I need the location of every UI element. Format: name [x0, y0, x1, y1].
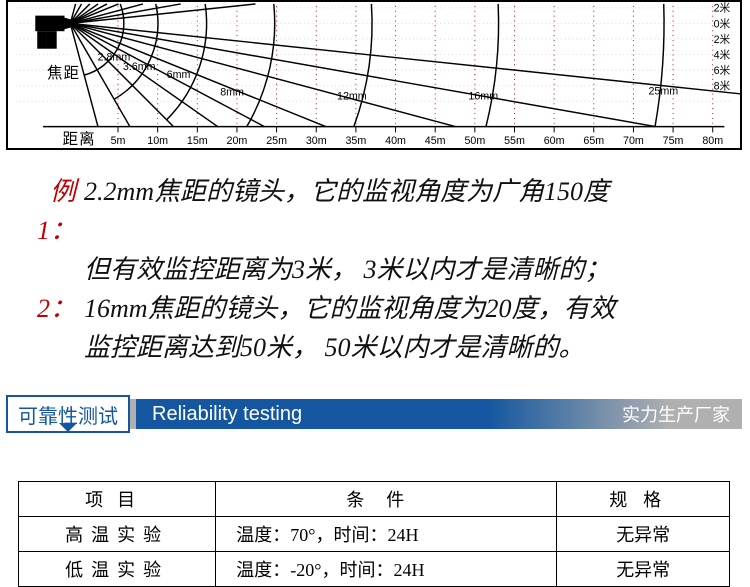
table-header-item: 项目 — [19, 482, 216, 517]
svg-text:20m: 20m — [227, 135, 248, 147]
svg-text:3.6mm: 3.6mm — [123, 61, 156, 73]
svg-text:4米: 4米 — [714, 48, 731, 61]
svg-text:40m: 40m — [385, 135, 406, 147]
example1-line-b: 但有效监控距离为3米， 3米以内才是清晰的； — [84, 250, 732, 289]
example2-label: 2： — [18, 289, 84, 328]
svg-text:5m: 5m — [111, 135, 126, 147]
table-cell-cond: 温度：70°，时间：24H — [216, 517, 557, 552]
example1-label: 例1： — [18, 172, 84, 250]
lens-diagram: 5m 10m 15m 20m 25m 30m 35m 40m 45m 50m 55m 60m 65m 70… — [6, 0, 742, 150]
svg-text:55m: 55m — [504, 135, 525, 147]
svg-text:16mm: 16mm — [468, 90, 498, 102]
table-cell-spec: 无异常 — [557, 552, 730, 587]
svg-text:距离: 距离 — [63, 130, 96, 148]
svg-text:0米: 0米 — [714, 17, 731, 30]
example2-line-b: 监控距离达到50米， 50米以内才是清晰的。 — [84, 328, 732, 367]
svg-text:80m: 80m — [702, 135, 723, 147]
example1-line-a: 2.2mm焦距的镜头，它的监视角度为广角150度 — [84, 172, 732, 250]
svg-text:15m: 15m — [187, 135, 208, 147]
svg-text:25m: 25m — [266, 135, 287, 147]
table-cell-spec: 无异常 — [557, 517, 730, 552]
table-cell-item: 低温实验 — [19, 552, 216, 587]
svg-text:2米: 2米 — [714, 33, 731, 46]
svg-text:75m: 75m — [663, 135, 684, 147]
svg-text:30m: 30m — [306, 135, 327, 147]
section-right-text: 实力生产厂家 — [622, 401, 730, 427]
example2-line-a: 16mm焦距的镜头，它的监视角度为20度，有效 — [84, 289, 732, 328]
svg-text:70m: 70m — [623, 135, 644, 147]
example-text-block: 例1： 2.2mm焦距的镜头，它的监视角度为广角150度 但有效监控距离为3米，… — [0, 150, 750, 395]
table-header-spec: 规格 — [557, 482, 730, 517]
svg-text:25mm: 25mm — [648, 85, 678, 97]
svg-text:50m: 50m — [464, 135, 485, 147]
table-row: 高温实验 温度：70°，时间：24H 无异常 — [19, 517, 730, 552]
reliability-section-bar: Reliability testing 实力生产厂家 可靠性测试 — [6, 395, 742, 433]
svg-text:35m: 35m — [345, 135, 366, 147]
svg-text:8米: 8米 — [714, 80, 731, 93]
section-tab-cn: 可靠性测试 — [6, 395, 130, 433]
svg-text:10m: 10m — [147, 135, 168, 147]
svg-text:12mm: 12mm — [337, 90, 367, 102]
svg-text:6米: 6米 — [714, 64, 731, 77]
svg-text:2米: 2米 — [714, 2, 731, 15]
svg-text:8mm: 8mm — [220, 86, 244, 98]
svg-text:65m: 65m — [583, 135, 604, 147]
reliability-table: 项目 条件 规格 高温实验 温度：70°，时间：24H 无异常 低温实验 温度：… — [18, 481, 730, 587]
svg-text:60m: 60m — [544, 135, 565, 147]
svg-text:焦距: 焦距 — [47, 64, 80, 82]
table-header-cond: 条件 — [216, 482, 557, 517]
svg-text:6mm: 6mm — [167, 69, 191, 81]
table-cell-cond: 温度：-20°，时间：24H — [216, 552, 557, 587]
table-cell-item: 高温实验 — [19, 517, 216, 552]
svg-text:45m: 45m — [425, 135, 446, 147]
section-title-en: Reliability testing — [152, 403, 302, 426]
table-row: 低温实验 温度：-20°，时间：24H 无异常 — [19, 552, 730, 587]
section-bar-dark: Reliability testing 实力生产厂家 — [136, 399, 742, 429]
